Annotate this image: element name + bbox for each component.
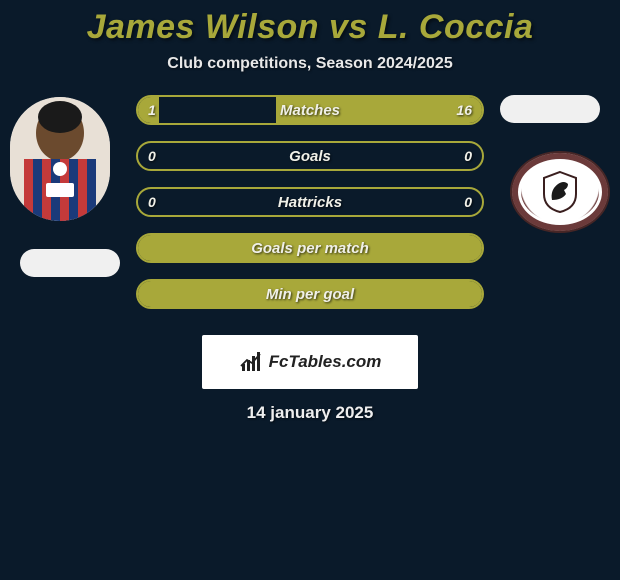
stat-label: Min per goal bbox=[138, 281, 482, 307]
stat-label: Hattricks bbox=[138, 189, 482, 215]
watermark: FcTables.com bbox=[202, 335, 418, 389]
player-right-club-logo-pill bbox=[500, 95, 600, 123]
subtitle: Club competitions, Season 2024/2025 bbox=[0, 55, 620, 73]
watermark-text: FcTables.com bbox=[269, 352, 382, 372]
stat-row: 00Hattricks bbox=[136, 187, 484, 217]
player-right-club-badge bbox=[510, 151, 610, 233]
main-area: 116Matches 00Goals 00Hattricks Goals per ma… bbox=[0, 95, 620, 335]
stat-bars: 116Matches 00Goals 00Hattricks Goals per ma… bbox=[136, 95, 484, 325]
page-title: James Wilson vs L. Coccia bbox=[0, 8, 620, 47]
stat-label: Goals bbox=[138, 143, 482, 169]
stat-label: Matches bbox=[138, 97, 482, 123]
stat-row: 116Matches bbox=[136, 95, 484, 125]
stat-row: Goals per match bbox=[136, 233, 484, 263]
horse-shield-icon bbox=[538, 170, 582, 214]
stat-label: Goals per match bbox=[138, 235, 482, 261]
player-left-club-logo bbox=[20, 249, 120, 277]
stat-row: 00Goals bbox=[136, 141, 484, 171]
player-left-avatar bbox=[10, 97, 110, 221]
stat-row: Min per goal bbox=[136, 279, 484, 309]
chart-icon bbox=[239, 350, 263, 374]
player-left-photo bbox=[10, 97, 110, 221]
comparison-card: James Wilson vs L. Coccia Club competiti… bbox=[0, 0, 620, 423]
date-label: 14 january 2025 bbox=[0, 403, 620, 423]
